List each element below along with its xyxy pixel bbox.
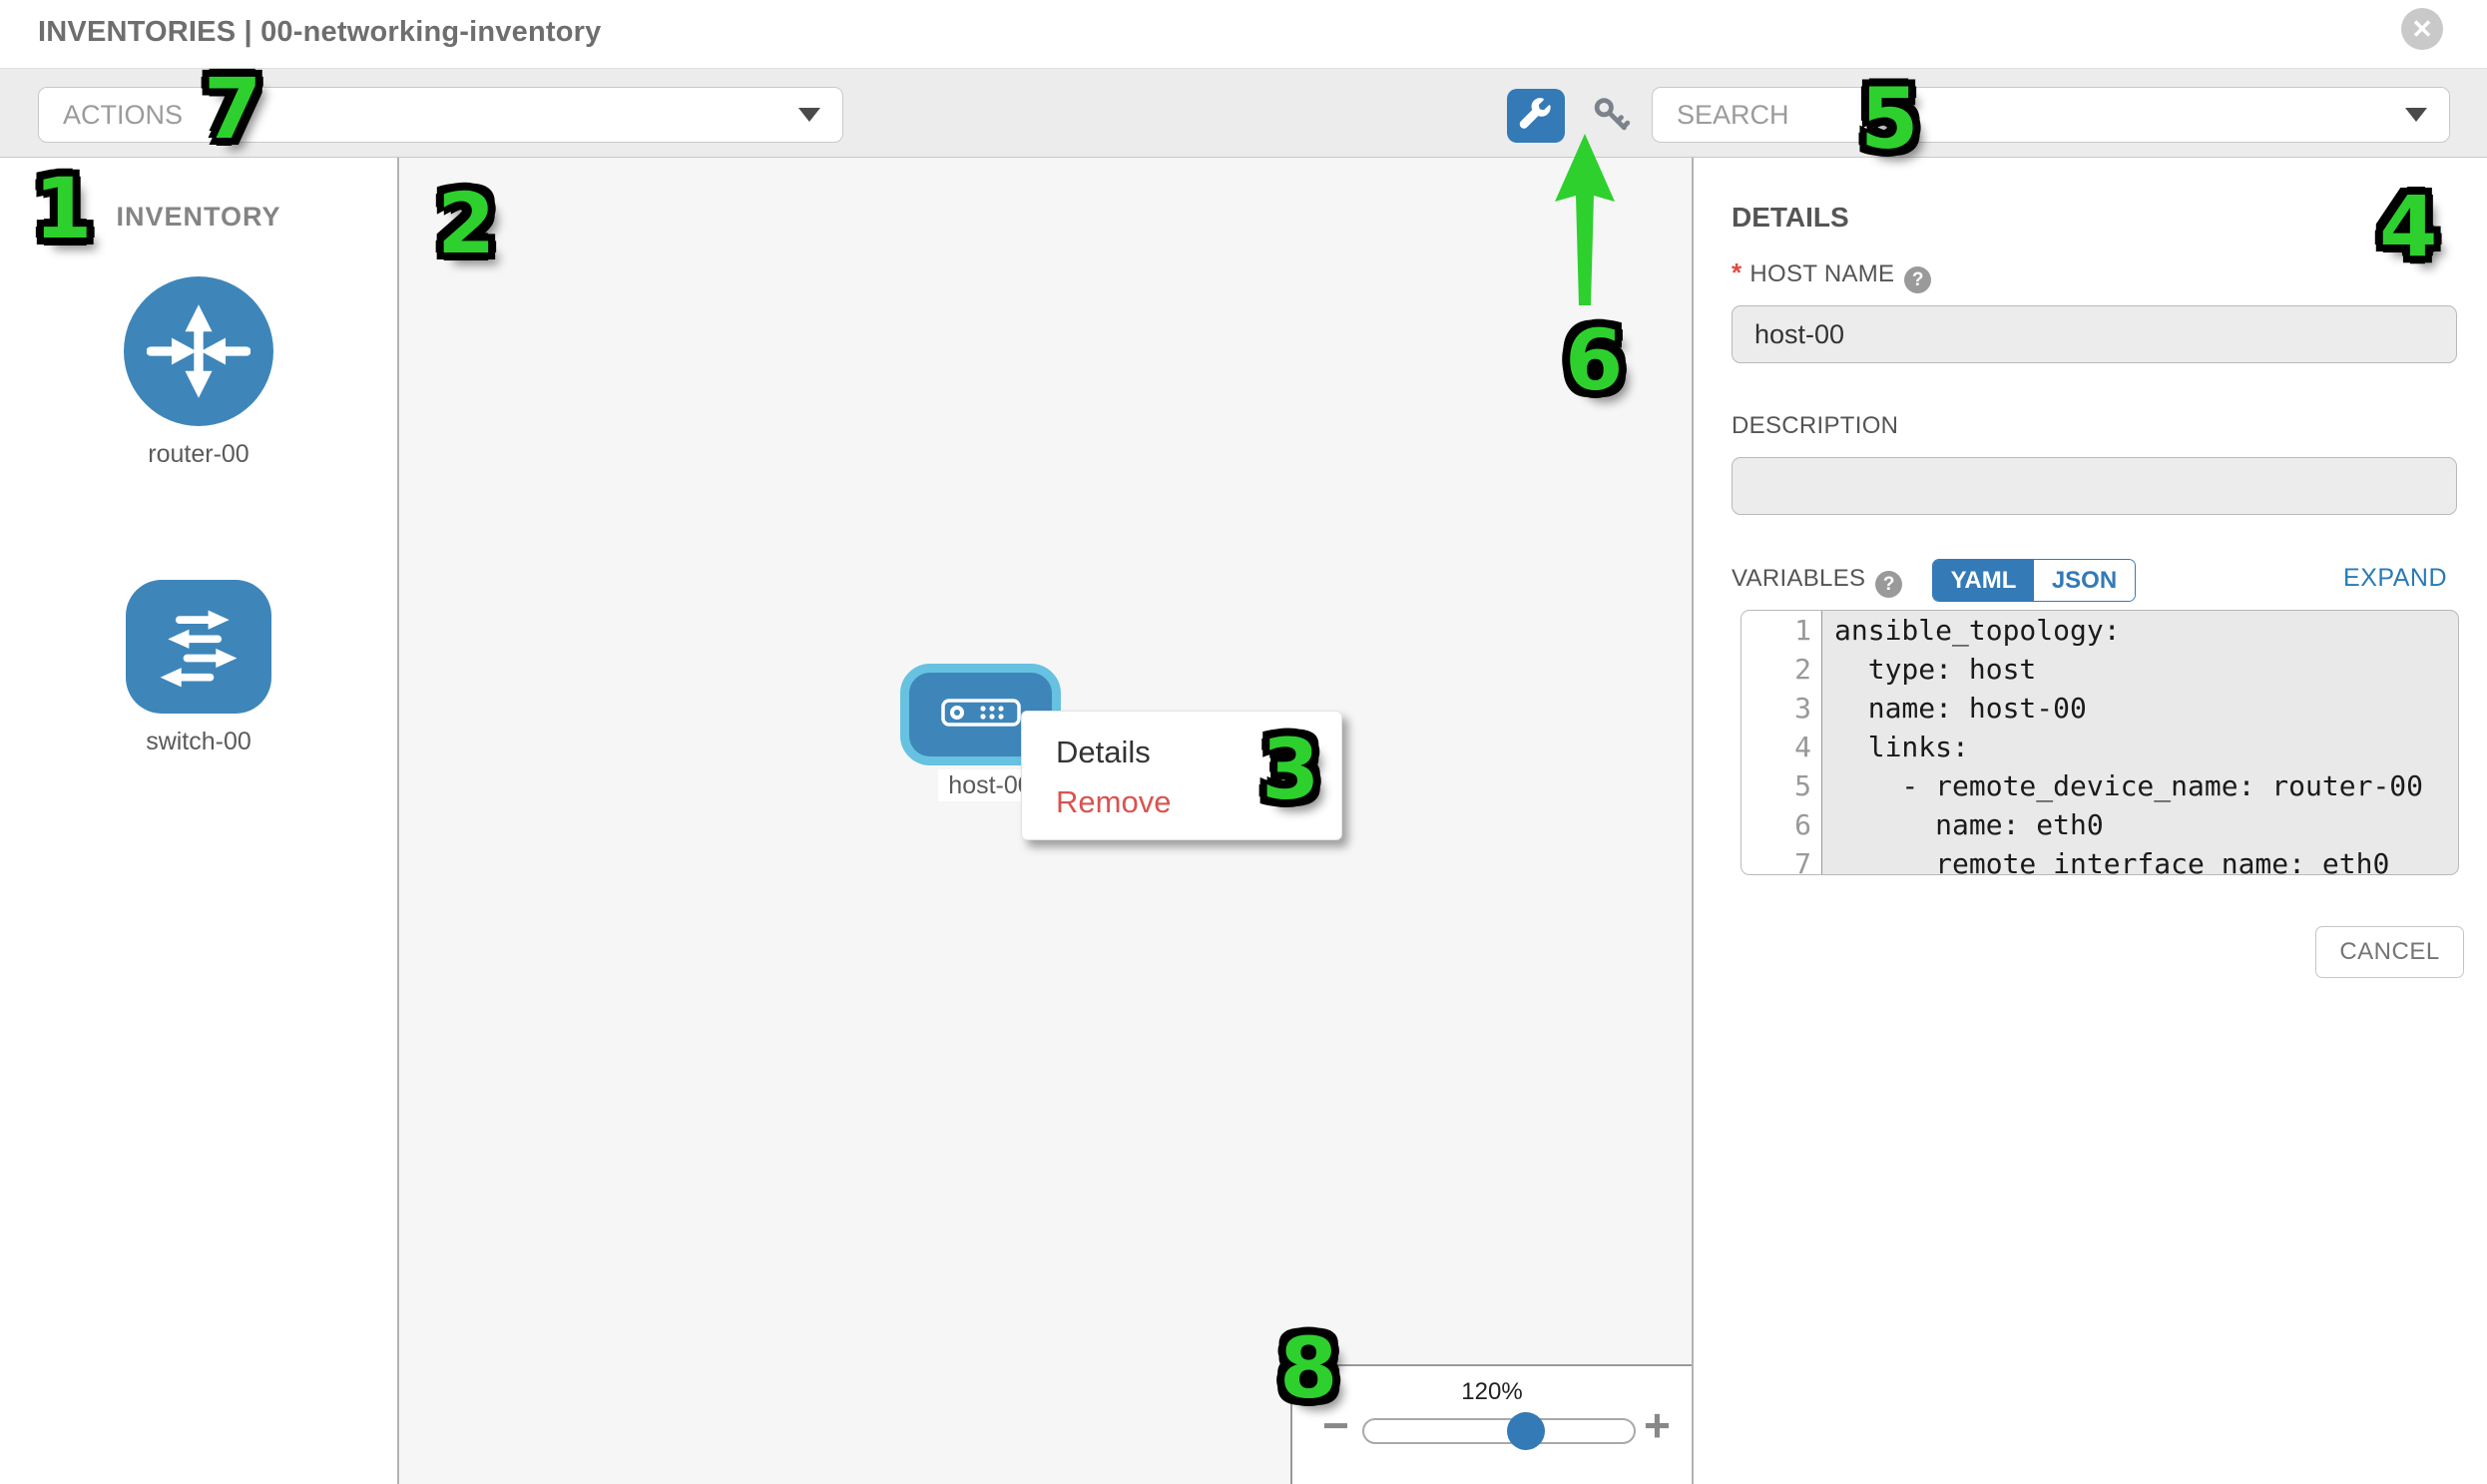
panel-title: DETAILS (1732, 202, 1849, 233)
palette-item-label: switch-00 (146, 728, 251, 755)
code-line: 2 type: host (1741, 650, 2458, 689)
chevron-down-icon (2405, 108, 2427, 122)
inventory-sidebar: INVENTORY router-00 (0, 158, 399, 1484)
switch-icon (126, 580, 271, 714)
help-icon[interactable]: ? (1875, 571, 1903, 598)
chevron-down-icon (798, 108, 820, 122)
zoom-level: 120% (1461, 1378, 1523, 1405)
line-number: 3 (1741, 689, 1822, 728)
host-name-label: * HOST NAME? (1732, 257, 1932, 293)
code-text: name: host-00 (1834, 692, 2087, 725)
line-number: 5 (1741, 766, 1822, 805)
code-text: type: host (1834, 653, 2037, 686)
code-line: 1 ansible_topology: (1741, 611, 2458, 650)
code-line: 3 name: host-00 (1741, 689, 2458, 728)
wrench-icon (1518, 96, 1554, 137)
expand-link[interactable]: EXPAND (2343, 564, 2447, 592)
key-icon (1589, 92, 1635, 141)
zoom-slider-thumb[interactable] (1507, 1412, 1545, 1450)
search-dropdown-label: SEARCH (1677, 99, 1789, 130)
main-area: INVENTORY router-00 (0, 158, 2487, 1484)
close-glyph: ✕ (2411, 13, 2433, 44)
page-title: INVENTORIES | 00-networking-inventory (38, 16, 602, 48)
host-name-field[interactable] (1732, 305, 2457, 363)
zoom-control: 120% − + (1290, 1364, 1692, 1484)
palette-item-router[interactable]: router-00 (0, 276, 397, 469)
zoom-slider-track[interactable] (1362, 1418, 1636, 1444)
search-dropdown[interactable]: SEARCH (1652, 87, 2450, 143)
line-number: 4 (1741, 728, 1822, 766)
context-menu-item-details[interactable]: Details (1056, 735, 1151, 769)
zoom-out-button[interactable]: − (1322, 1399, 1349, 1451)
line-number: 6 (1741, 805, 1822, 844)
code-line: 5 - remote_device_name: router-00 (1741, 766, 2458, 805)
code-line: 6 name: eth0 (1741, 805, 2458, 844)
context-menu-item-remove[interactable]: Remove (1056, 784, 1172, 819)
toggle-json[interactable]: JSON (2034, 560, 2135, 601)
context-menu: Details Remove (1021, 711, 1342, 840)
code-text: links: (1834, 731, 1969, 763)
router-icon (124, 276, 273, 426)
code-line: 4 links: (1741, 728, 2458, 766)
toolbar: ACTIONS SEARCH (0, 68, 2487, 158)
variables-editor[interactable]: 1 ansible_topology: 2 type: host 3 name: … (1741, 610, 2459, 875)
line-number: 2 (1741, 650, 1822, 689)
close-icon[interactable]: ✕ (2401, 8, 2443, 50)
variables-format-toggle: YAML JSON (1932, 559, 2136, 602)
code-text: - remote_device_name: router-00 (1834, 769, 2424, 802)
host-name-label-text: HOST NAME (1749, 260, 1895, 287)
sidebar-title: INVENTORY (116, 202, 281, 232)
cancel-button[interactable]: CANCEL (2315, 926, 2464, 978)
variables-label-text: VARIABLES (1732, 565, 1866, 592)
line-number: 1 (1741, 611, 1822, 650)
actions-dropdown-label: ACTIONS (63, 99, 184, 130)
code-text: remote_interface_name: eth0 (1834, 847, 2390, 875)
required-mark: * (1732, 257, 1742, 287)
tools-button[interactable] (1507, 89, 1565, 143)
line-number: 7 (1741, 844, 1822, 874)
description-field[interactable] (1732, 457, 2457, 515)
details-panel: DETAILS * HOST NAME? DESCRIPTION VARIABLE… (1692, 158, 2487, 1484)
actions-dropdown[interactable]: ACTIONS (38, 87, 843, 143)
code-text: name: eth0 (1834, 808, 2104, 841)
variables-label: VARIABLES? (1732, 565, 1903, 598)
help-icon[interactable]: ? (1904, 266, 1932, 293)
toggle-yaml[interactable]: YAML (1933, 560, 2034, 601)
header-bar: INVENTORIES | 00-networking-inventory ✕ (0, 0, 2487, 68)
description-label: DESCRIPTION (1732, 412, 1899, 439)
palette-item-switch[interactable]: switch-00 (0, 580, 397, 756)
zoom-in-button[interactable]: + (1644, 1399, 1671, 1451)
credentials-button[interactable] (1587, 93, 1637, 139)
palette-item-label: router-00 (148, 440, 249, 468)
code-text: ansible_topology: (1834, 614, 2121, 647)
topology-canvas[interactable]: host-00 Details Remove 120% − + (399, 158, 1692, 1484)
host-icon (940, 698, 1021, 732)
code-line: 7 remote_interface_name: eth0 (1741, 844, 2458, 875)
